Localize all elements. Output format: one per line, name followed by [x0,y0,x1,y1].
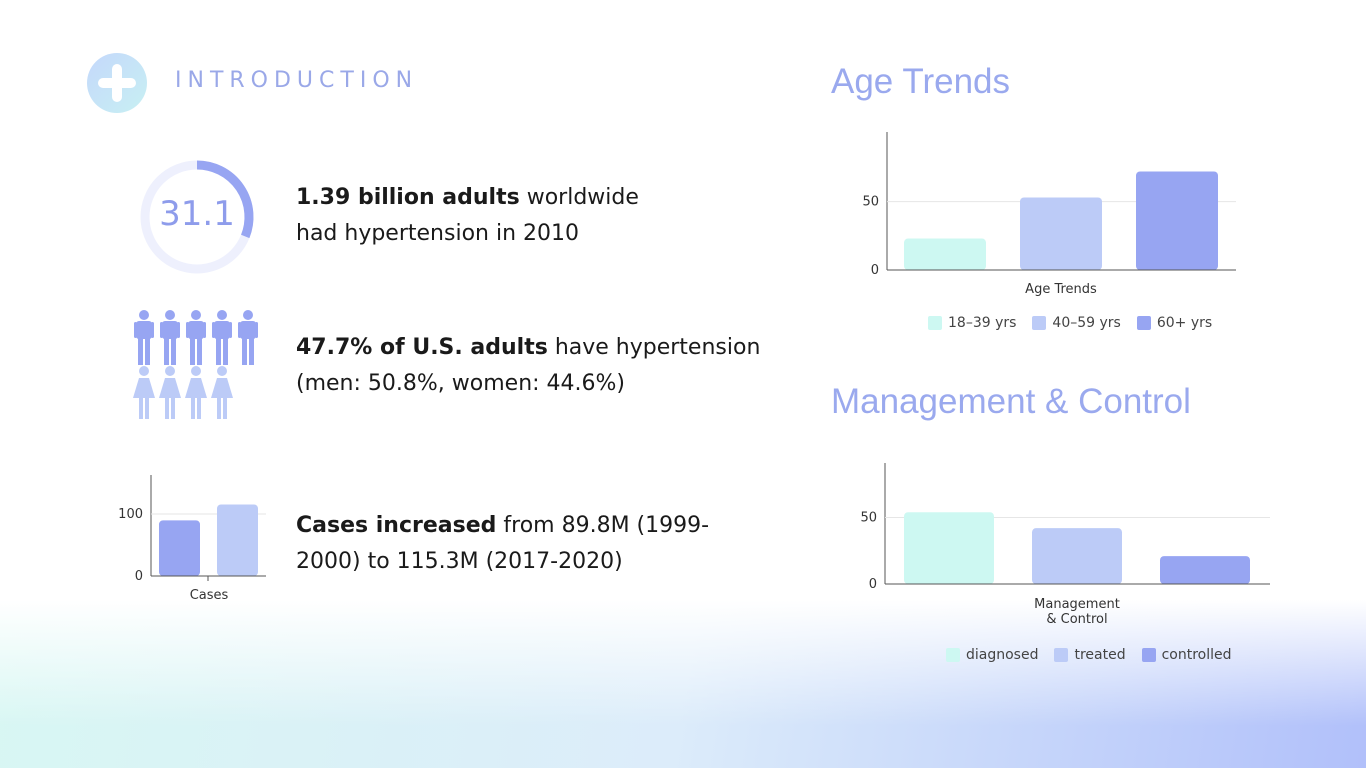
management-chart: 0 50 [860,463,1270,592]
women-figures [133,366,233,419]
management-title: Management & Control [831,382,1191,421]
y-tick-label: 50 [860,511,877,526]
fact-3-text: from 89.8M (1999- [503,513,710,538]
legend-swatch [928,316,942,330]
legend-label: 18–39 yrs [948,315,1017,331]
legend-label: diagnosed [966,647,1039,663]
fact-1-bold: 1.39 billion adults [296,185,520,210]
age-trends-title: Age Trends [831,62,1010,101]
bar [904,512,994,584]
bar [1020,197,1102,270]
y-tick-label: 0 [869,577,877,592]
legend-item: 18–39 yrs [928,315,1016,331]
axis-title-line: Management [1034,597,1120,612]
legend-item: treated [1054,647,1126,663]
bar [159,520,200,576]
fact-cases: Cases increased from 89.8M (1999- 2000) … [296,508,766,580]
man-icon [160,310,180,365]
man-icon [186,310,206,365]
fact-3-bold: Cases increased [296,513,497,538]
bar [1160,556,1250,584]
legend-swatch [1136,316,1151,330]
fact-2-line2: (men: 50.8%, women: 44.6%) [296,371,626,396]
legend-label: controlled [1161,647,1232,663]
progress-ring-arc [196,160,254,239]
legend-item: controlled [1141,647,1232,663]
legend-swatch [1054,648,1069,662]
y-tick-label: 0 [871,263,879,278]
legend-swatch [1141,648,1156,662]
fact-3-line2: 2000) to 115.3M (2017-2020) [296,549,623,574]
man-icon [238,310,258,365]
fact-2-bold: 47.7% of U.S. adults [296,335,548,360]
fact-1-text: worldwide [526,185,639,210]
legend-label: 40–59 yrs [1052,315,1121,331]
legend-item: diagnosed [946,647,1038,663]
age-legend: 18–39 yrs 40–59 yrs 60+ yrs [928,315,1212,331]
bar [1032,528,1122,584]
cases-axis-title: Cases [189,588,229,603]
bar [1136,171,1218,270]
axis-title-line: & Control [1046,612,1108,627]
legend-swatch [1032,316,1047,330]
woman-icon [185,366,207,419]
woman-icon [159,366,181,419]
stat-value: 31.1 [159,194,235,234]
men-figures [134,310,258,365]
legend-swatch [946,648,960,662]
y-tick-label: 0 [135,569,143,584]
fact-2-text: have hypertension [554,335,761,360]
legend-item: 60+ yrs [1136,315,1213,331]
progress-ring [140,160,254,274]
people-icon [133,310,258,419]
woman-icon [133,366,155,419]
y-tick-label: 50 [862,195,879,210]
plus-icon [87,53,147,113]
age-axis-title: Age Trends [1025,282,1097,297]
legend-label: 60+ yrs [1156,315,1213,331]
fact-worldwide: 1.39 billion adults worldwide had hypert… [296,180,766,252]
cases-chart: 0 100 [118,475,266,584]
man-icon [134,310,154,365]
fact-us-adults: 47.7% of U.S. adults have hypertension (… [296,330,766,402]
footer-fade [0,600,1366,768]
management-legend: diagnosed treated controlled [946,647,1232,663]
section-label: INTRODUCTION [175,68,419,93]
management-axis-title: Management & Control [885,597,1269,627]
bar [904,238,986,270]
bar [217,504,258,576]
man-icon [212,310,232,365]
woman-icon [211,366,233,419]
legend-label: treated [1074,647,1126,663]
y-tick-label: 100 [118,507,143,522]
fact-1-line2: had hypertension in 2010 [296,221,580,246]
age-trends-chart: 0 50 [862,132,1236,278]
legend-item: 40–59 yrs [1032,315,1121,331]
